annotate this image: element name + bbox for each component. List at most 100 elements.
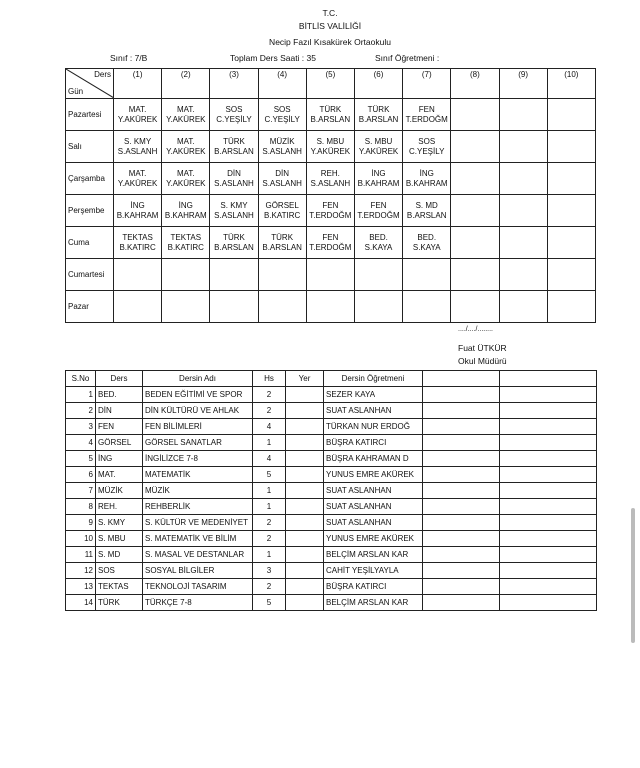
row-number: 11	[65, 546, 96, 563]
extra-cell	[499, 434, 597, 451]
row-number: 10	[65, 530, 96, 547]
weekly-hours: 5	[252, 594, 286, 611]
extra-cell	[422, 562, 500, 579]
schedule-cell	[450, 130, 500, 163]
schedule-row: Cumartesi	[65, 258, 597, 291]
lesson-teacher: Y.AKÜREK	[166, 178, 206, 188]
schedule-cell	[498, 98, 548, 131]
schedule-row: Perşembe İNG B.KAHRAM İNG B.KAHRAM S. KMY S.AS…	[65, 194, 597, 227]
column-header: Dersin Adı	[142, 370, 253, 387]
class-label: Sınıf : 7/B	[110, 53, 148, 63]
lesson-code: SOS	[225, 104, 243, 114]
weekly-hours: 2	[252, 386, 286, 403]
schedule-row: Salı S. KMY S.ASLANH MAT. Y.AKÜREK TÜRK B.ARSL…	[65, 130, 597, 163]
weekly-hours: 4	[252, 450, 286, 467]
scrollbar[interactable]	[631, 508, 635, 643]
location	[285, 578, 324, 595]
course-teacher: BELÇİM ARSLAN KAR	[323, 594, 423, 611]
schedule-cell	[498, 226, 548, 259]
lesson-code: TEKTAS	[122, 232, 153, 242]
corner-label-ders: Ders	[94, 70, 111, 79]
lesson-code: BED.	[369, 232, 388, 242]
lesson-code: REH.	[320, 168, 340, 178]
lesson-teacher: S.ASLANH	[214, 210, 254, 220]
schedule-cell: SOS C.YEŞİLY	[209, 98, 259, 131]
schedule-cell	[546, 226, 597, 259]
schedule-cell	[257, 258, 307, 291]
lesson-teacher: Y.AKÜREK	[166, 146, 206, 156]
row-number: 13	[65, 578, 96, 595]
row-number: 5	[65, 450, 96, 467]
schedule-cell: MAT. Y.AKÜREK	[112, 98, 163, 131]
schedule-cell: FEN T.ERDOĞM	[305, 226, 355, 259]
location	[285, 418, 324, 435]
lesson-code: TÜRK	[319, 104, 342, 114]
day-label: Perşembe	[65, 194, 114, 227]
lesson-teacher: T.ERDOĞM	[405, 114, 448, 124]
course-name: TEKNOLOJİ TASARIM	[142, 578, 253, 595]
extra-cell	[422, 578, 500, 595]
lesson-code: MÜZİK	[269, 136, 295, 146]
course-header-row: S.No Ders Dersin Adı Hs Yer Dersin Öğretmeni	[65, 370, 597, 387]
extra-cell	[422, 402, 500, 419]
lesson-code: S. MD	[415, 200, 438, 210]
schedule-cell	[546, 194, 597, 227]
day-label: Çarşamba	[65, 162, 114, 195]
course-name: FEN BİLİMLERİ	[142, 418, 253, 435]
lesson-code: S. KMY	[124, 136, 152, 146]
course-teacher: YUNUS EMRE AKÜREK	[323, 466, 423, 483]
course-row: 4 GÖRSEL GÖRSEL SANATLAR 1 BÜŞRA KATIRCI	[65, 434, 597, 451]
lesson-code: FEN	[370, 200, 387, 210]
lesson-teacher: B.KATIRC	[167, 242, 204, 252]
course-name: BEDEN EĞİTİMİ VE SPOR	[142, 386, 253, 403]
schedule-cell	[353, 258, 404, 291]
schedule-cell	[450, 162, 500, 195]
weekly-hours: 2	[252, 530, 286, 547]
extra-cell	[422, 434, 500, 451]
location	[285, 386, 324, 403]
schedule-cell: İNG B.KAHRAM	[353, 162, 404, 195]
schedule-cell: MAT. Y.AKÜREK	[161, 98, 211, 131]
course-teacher: SEZER KAYA	[323, 386, 423, 403]
extra-cell	[422, 466, 500, 483]
lesson-teacher: T.ERDOĞM	[309, 242, 352, 252]
course-code: S. MBU	[95, 530, 143, 547]
lesson-code: TÜRK	[271, 232, 294, 242]
extra-cell	[499, 402, 597, 419]
course-row: 11 S. MD S. MASAL VE DESTANLAR 1 BELÇİM ARSL…	[65, 546, 597, 563]
schedule-cell	[450, 98, 500, 131]
schedule-cell	[257, 290, 307, 323]
schedule-cell	[112, 258, 163, 291]
period-header: (6)	[353, 68, 404, 99]
schedule-cell	[112, 290, 163, 323]
corner-cell: Ders Gün	[65, 68, 114, 99]
lesson-code: SOS	[418, 136, 436, 146]
column-header: Ders	[95, 370, 143, 387]
school-name: Necip Fazıl Kısakürek Ortaokulu	[269, 37, 391, 47]
schedule-cell: İNG B.KAHRAM	[161, 194, 211, 227]
course-row: 3 FEN FEN BİLİMLERİ 4 TÜRKAN NUR ERDOĞ	[65, 418, 597, 435]
extra-cell	[499, 594, 597, 611]
course-row: 8 REH. REHBERLİK 1 SUAT ASLANHAN	[65, 498, 597, 515]
schedule-cell	[546, 258, 597, 291]
period-header: (5)	[305, 68, 355, 99]
lesson-teacher: Y.AKÜREK	[310, 146, 351, 156]
schedule-cell	[209, 258, 259, 291]
schedule-cell: DİN S.ASLANH	[257, 162, 307, 195]
course-code: GÖRSEL	[95, 434, 143, 451]
schedule-cell	[209, 290, 259, 323]
header-tc: T.C.	[322, 8, 338, 18]
course-code: SOS	[95, 562, 143, 579]
schedule-cell	[450, 226, 500, 259]
schedule-cell: FEN T.ERDOĞM	[402, 98, 452, 131]
course-teacher: BÜŞRA KAHRAMAN D	[323, 450, 423, 467]
corner-label-gun: Gün	[68, 87, 84, 96]
course-row: 12 SOS SOSYAL BİLGİLER 3 CAHİT YEŞİLYAYLA	[65, 562, 597, 579]
lesson-code: GÖRSEL	[265, 200, 299, 210]
course-code: TÜRK	[95, 594, 143, 611]
schedule-cell: FEN T.ERDOĞM	[305, 194, 355, 227]
schedule-cell: BED. S.KAYA	[353, 226, 404, 259]
lesson-teacher: Y.AKÜREK	[358, 146, 399, 156]
column-header: S.No	[65, 370, 96, 387]
lesson-code: DİN	[227, 168, 241, 178]
